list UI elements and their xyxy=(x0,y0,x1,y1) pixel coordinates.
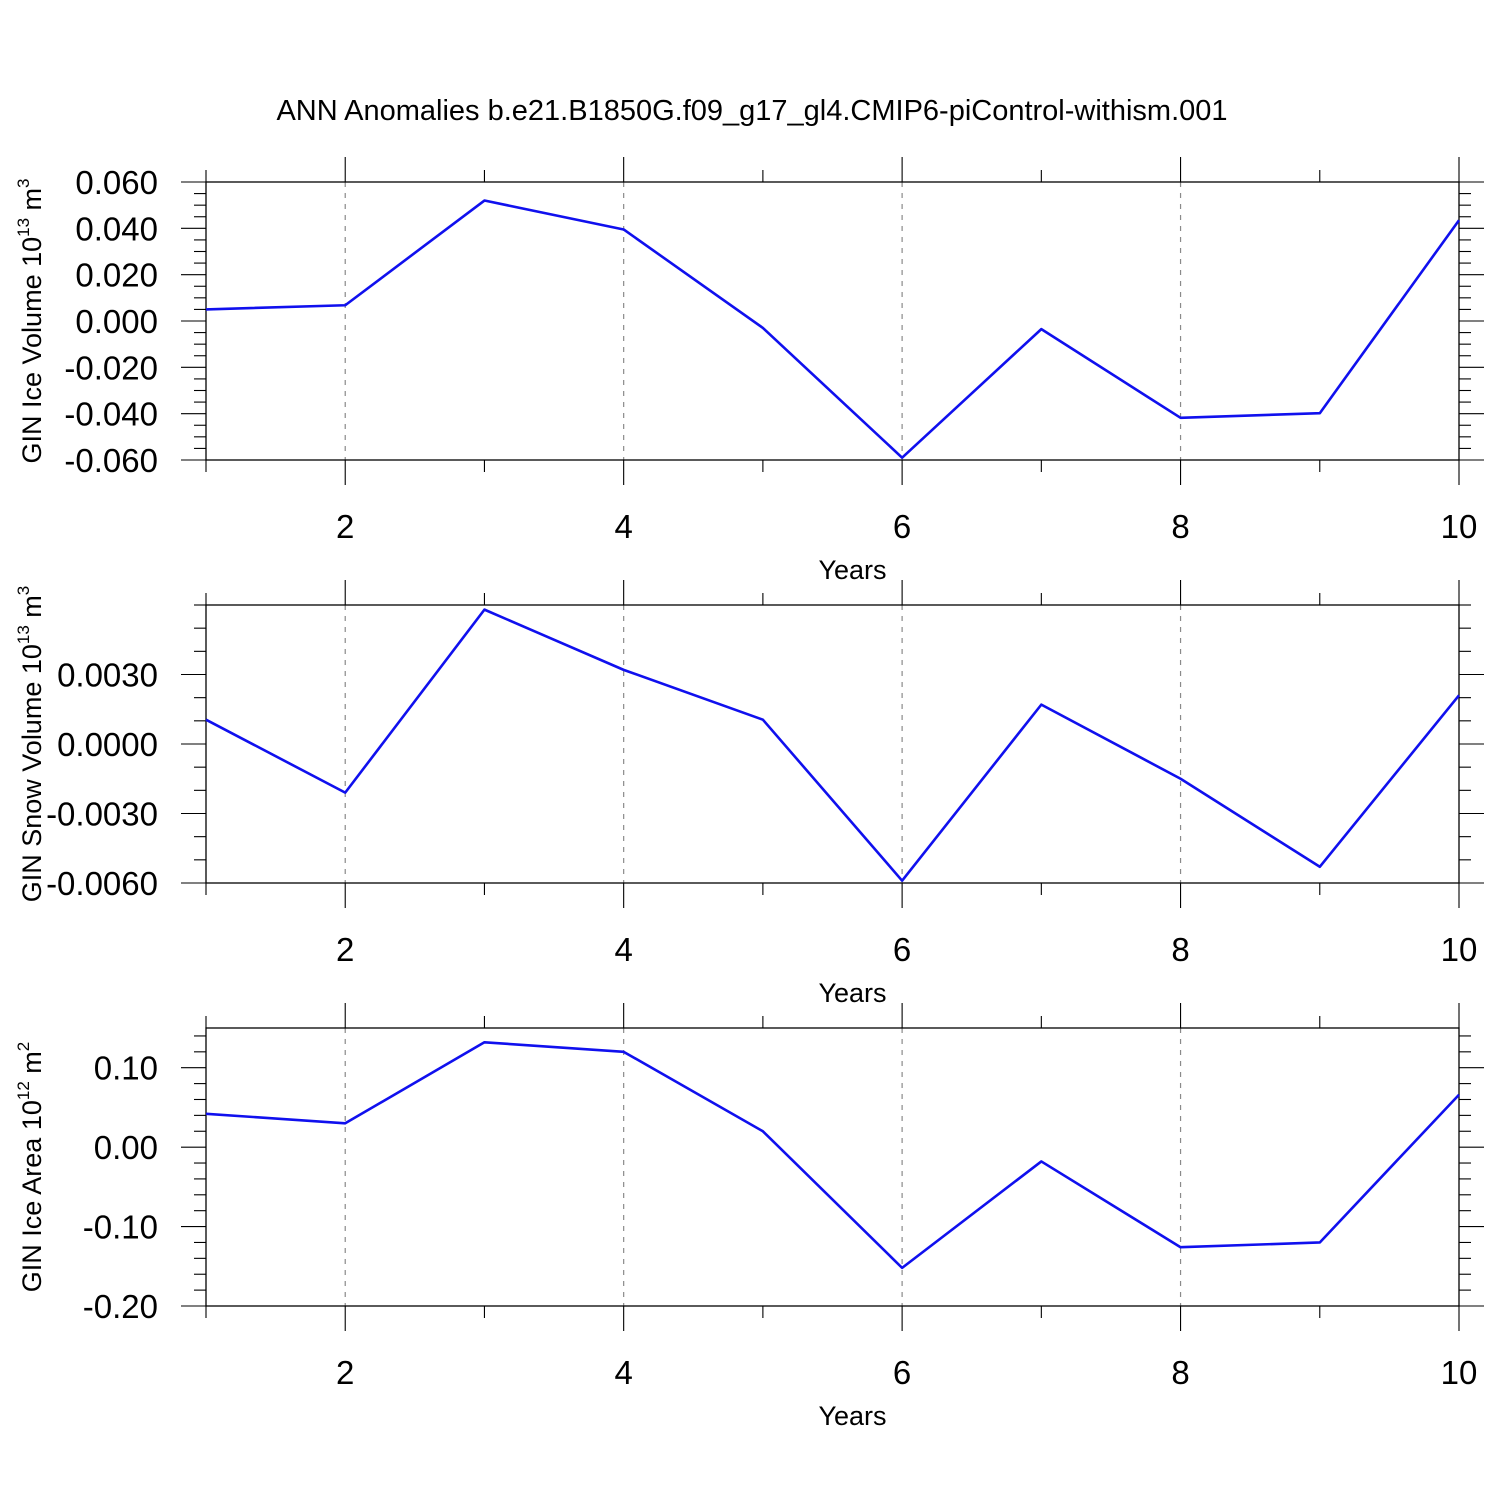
y-axis-label-exponent: 13 xyxy=(14,625,33,644)
y-axis-label-unit: m xyxy=(17,188,47,218)
x-tick-label: 4 xyxy=(614,1354,632,1391)
series-line xyxy=(205,608,1461,882)
x-tick-label: 10 xyxy=(1441,508,1478,545)
y-tick-label: -0.10 xyxy=(83,1209,158,1246)
x-tick-label: 2 xyxy=(336,931,354,968)
series-line xyxy=(205,199,1461,459)
y-tick-label: 0.060 xyxy=(75,164,158,201)
x-axis-label: Years xyxy=(818,555,886,585)
panels: 2 4 6 8 10 -0.060 -0.040 -0.020 0.000 0.020 0.040 0… xyxy=(14,157,1484,1431)
y-axis-label-exponent: 13 xyxy=(14,218,33,237)
x-tick-label: 6 xyxy=(893,508,911,545)
x-axis-label: Years xyxy=(818,1401,886,1431)
y-tick-label: 0.10 xyxy=(94,1050,158,1087)
plot-frame xyxy=(205,604,1460,884)
x-tick-label: 8 xyxy=(1171,508,1189,545)
y-tick-label: -0.060 xyxy=(64,442,158,479)
y-axis-label-text: GIN Ice Volume 10 xyxy=(17,237,47,464)
panel-2: 2 4 6 8 10 -0.0060 -0.0030 0.0000 0.0030 Years GIN… xyxy=(14,580,1484,1008)
y-tick-label: -0.0030 xyxy=(46,796,158,833)
panel-3: 2 4 6 8 10 -0.20 -0.10 0.00 0.10 Years GIN Ice Are… xyxy=(14,1003,1484,1431)
y-tick-label: 0.020 xyxy=(75,257,158,294)
chart-title: ANN Anomalies b.e21.B1850G.f09_g17_gl4.C… xyxy=(276,95,1227,127)
x-tick-label: 4 xyxy=(614,508,632,545)
y-tick-label: -0.0060 xyxy=(46,865,158,902)
y-tick-label: 0.0030 xyxy=(57,657,158,694)
y-axis-label: GIN Snow Volume 1013 m3 xyxy=(14,586,47,903)
x-axis-label: Years xyxy=(818,978,886,1008)
y-axis-label-unit: m xyxy=(17,595,47,625)
panel-1: 2 4 6 8 10 -0.060 -0.040 -0.020 0.000 0.020 0.040 0… xyxy=(14,157,1484,585)
y-tick-label: 0.00 xyxy=(94,1129,158,1166)
y-axis-label: GIN Ice Area 1012 m2 xyxy=(14,1042,47,1293)
y-tick-label: -0.020 xyxy=(64,349,158,386)
y-axis-label-unit-exponent: 2 xyxy=(14,1042,33,1051)
y-axis-label: GIN Ice Volume 1013 m3 xyxy=(14,178,47,463)
y-tick-label: 0.040 xyxy=(75,210,158,247)
y-tick-label: -0.20 xyxy=(83,1288,158,1325)
y-axis-label-text: GIN Ice Area 10 xyxy=(17,1100,47,1292)
x-tick-label: 2 xyxy=(336,508,354,545)
x-tick-label: 10 xyxy=(1441,1354,1478,1391)
y-tick-label: 0.0000 xyxy=(57,726,158,763)
y-axis-label-exponent: 12 xyxy=(14,1081,33,1100)
x-tick-label: 4 xyxy=(614,931,632,968)
x-tick-label: 6 xyxy=(893,931,911,968)
y-axis-label-unit-exponent: 3 xyxy=(14,586,33,595)
x-tick-label: 8 xyxy=(1171,1354,1189,1391)
plot-frame xyxy=(205,181,1460,461)
x-tick-label: 10 xyxy=(1441,931,1478,968)
y-axis-label-text: GIN Snow Volume 10 xyxy=(17,644,47,902)
plot-frame xyxy=(205,1027,1460,1307)
y-axis-label-unit: m xyxy=(17,1051,47,1081)
series-line xyxy=(205,1041,1460,1270)
x-tick-label: 6 xyxy=(893,1354,911,1391)
y-tick-label: 0.000 xyxy=(75,303,158,340)
x-tick-label: 2 xyxy=(336,1354,354,1391)
x-tick-label: 8 xyxy=(1171,931,1189,968)
y-axis-label-unit-exponent: 3 xyxy=(14,178,33,187)
y-tick-label: -0.040 xyxy=(64,396,158,433)
